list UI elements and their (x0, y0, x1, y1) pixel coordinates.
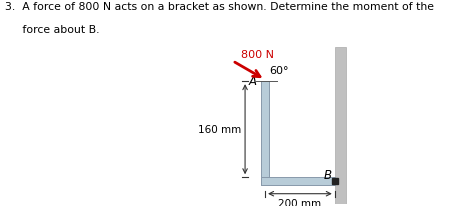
Text: 200 mm: 200 mm (278, 198, 321, 206)
Text: B: B (324, 168, 332, 181)
Text: 800 N: 800 N (241, 50, 274, 60)
Text: 3.  A force of 800 N acts on a bracket as shown. Determine the moment of the: 3. A force of 800 N acts on a bracket as… (5, 2, 434, 12)
Bar (261, 82, 269, 185)
Text: 60°: 60° (269, 66, 289, 76)
Text: force about B.: force about B. (5, 25, 99, 35)
Bar (261, 177, 335, 185)
Text: 160 mm: 160 mm (198, 125, 241, 135)
Text: A: A (249, 75, 257, 88)
Bar (335, 47, 346, 204)
